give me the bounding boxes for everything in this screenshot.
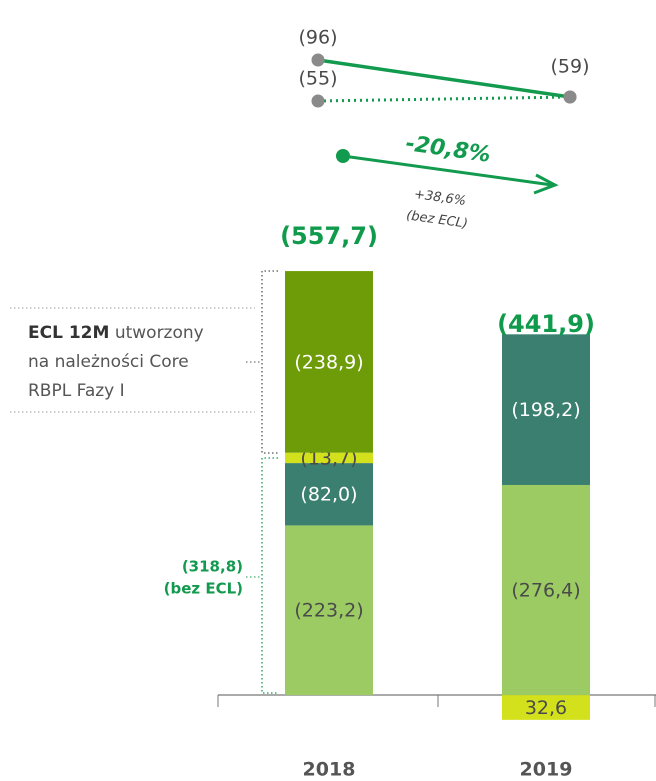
data-label: 32,6 <box>525 697 567 719</box>
trend-label: (55) <box>298 68 337 90</box>
ecl-line: na należności Core <box>28 352 189 372</box>
data-label: (276,4) <box>511 580 580 602</box>
data-label: (13,7) <box>300 447 357 469</box>
ecl-bold: ECL 12M <box>28 323 109 343</box>
change-ex: +38,6% <box>413 187 467 209</box>
total-label: (557,7) <box>280 222 378 250</box>
trend-label: (59) <box>550 56 589 78</box>
data-label: (82,0) <box>300 484 357 506</box>
bar-segment <box>502 484 590 696</box>
marks: (223,2) (82,0) (13,7) (238,9) (557,7) 2018 (27… <box>280 27 595 781</box>
arrow-head <box>533 173 559 195</box>
change-ex-note: (bez ECL) <box>405 208 468 231</box>
data-label: (198,2) <box>511 399 580 421</box>
ecl-line: RBPL Fazy I <box>28 381 125 401</box>
total-label: (441,9) <box>497 310 595 338</box>
ecl-note: ECL 12M utworzony <box>28 323 204 343</box>
bar-segment <box>285 463 373 526</box>
x-tick-label: 2019 <box>520 759 573 781</box>
ex-value: (318,8) <box>182 558 243 576</box>
trend-label: (96) <box>298 27 337 49</box>
bar-segment <box>502 334 590 485</box>
ex-note: (bez ECL) <box>164 580 243 598</box>
trend-point <box>311 94 325 108</box>
bar-segment <box>285 525 373 696</box>
data-label: (238,9) <box>294 351 363 373</box>
arrow <box>342 154 553 187</box>
bracket <box>261 270 278 454</box>
trend-line <box>317 58 571 99</box>
trend-point <box>311 53 325 67</box>
ecl-line: utworzony <box>115 323 204 343</box>
bar-segment <box>502 695 590 720</box>
x-tick-label: 2018 <box>303 759 356 781</box>
data-label: (223,2) <box>294 600 363 622</box>
trend-point <box>563 90 577 104</box>
bar-segment <box>285 271 373 453</box>
trend-line <box>317 95 571 103</box>
bar-segment <box>285 452 373 464</box>
change: -20,8% <box>404 131 492 168</box>
bracket <box>261 457 278 694</box>
